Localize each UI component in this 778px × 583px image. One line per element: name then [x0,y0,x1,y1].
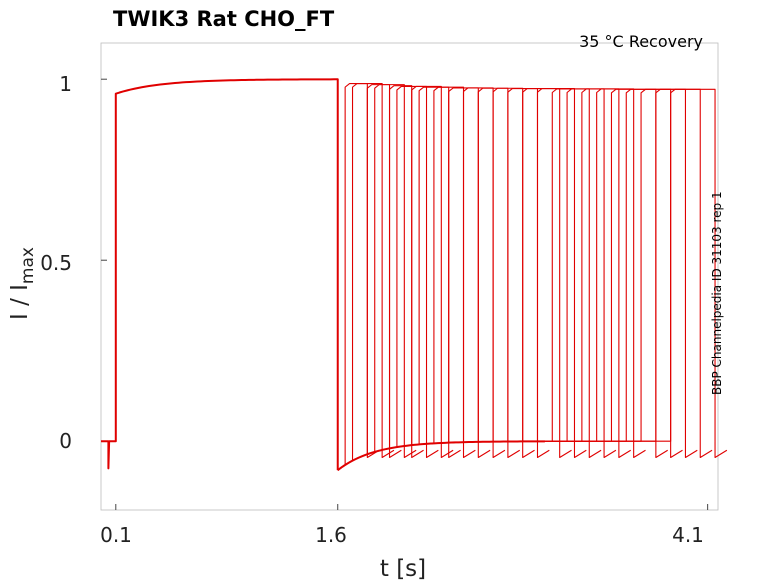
current-traces [101,78,728,471]
y-tick-label-1: 0.5 [40,251,72,275]
y-tick-label-2: 1 [59,72,72,96]
sweep-trace-0 [337,83,380,471]
sweep-trace-11 [337,87,521,471]
x-tick-label-1: 1.6 [315,523,347,547]
sweep-trace-13 [337,88,550,471]
channelpedia-id-note: BBP Channelpedia ID 31103 rep 1 [710,191,724,395]
sweep-trace-22 [337,88,698,471]
y-axis-label-subscript: max [18,247,38,284]
y-axis-label-main: I / I [7,284,33,320]
x-axis-label: t [s] [380,556,426,582]
plot-area [100,42,719,511]
y-tick-label-0: 0 [59,429,72,453]
sweep-trace-23 [337,88,713,471]
y-axis-label: I / Imax [7,247,38,320]
sweep-trace-14 [337,88,572,471]
sweep-trace-6 [337,85,454,471]
prepulse-trace [101,78,339,471]
sweep-trace-1 [337,83,395,471]
sweep-trace-20 [337,88,668,471]
chart-subtitle: 35 °C Recovery [579,32,703,51]
x-tick-label-0: 0.1 [100,523,132,547]
sweep-trace-8 [337,86,476,471]
sweep-trace-4 [337,85,424,471]
sweep-trace-19 [337,88,646,471]
x-tick-label-2: 4.1 [672,523,704,547]
chart-title: TWIK3 Rat CHO_FT [113,7,335,31]
sweep-trace-16 [337,88,602,471]
sweep-trace-24 [337,88,728,471]
sweep-trace-2 [337,84,402,471]
sweep-trace-9 [337,87,491,471]
recovery-tail [337,440,545,471]
sweep-trace-7 [337,86,461,471]
sweep-trace-3 [337,84,417,471]
sweep-trace-10 [337,87,506,471]
